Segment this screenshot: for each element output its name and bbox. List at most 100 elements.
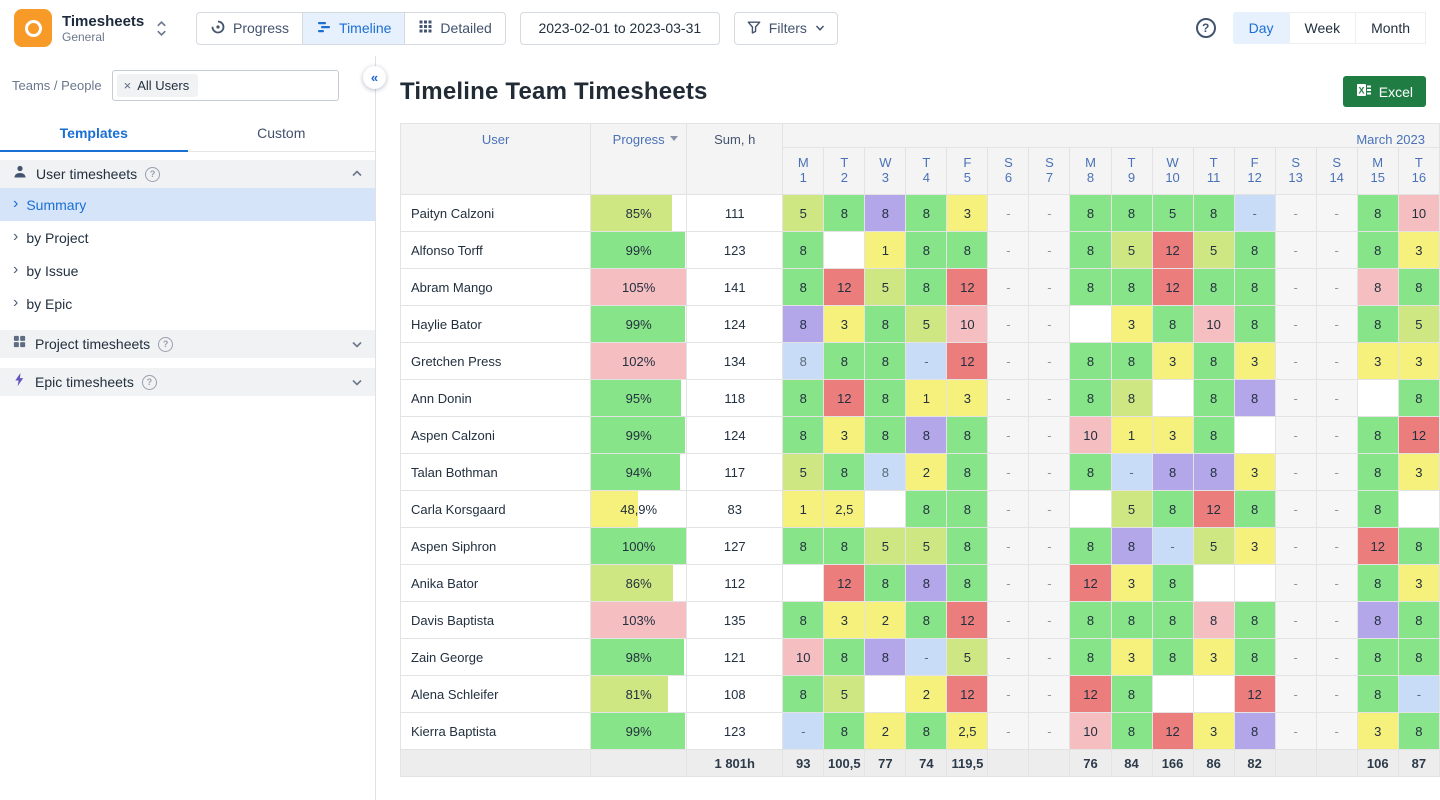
filters-button[interactable]: Filters: [733, 11, 838, 45]
date-range-input[interactable]: 2023-02-01 to 2023-03-31: [519, 11, 720, 45]
day-cell[interactable]: [864, 490, 907, 528]
day-cell[interactable]: 8: [946, 231, 989, 269]
period-month-button[interactable]: Month: [1355, 12, 1426, 44]
sidebar-item-by-issue[interactable]: by Issue: [0, 254, 375, 287]
day-cell[interactable]: -: [1028, 305, 1071, 343]
day-cell[interactable]: 8: [905, 490, 948, 528]
day-cell[interactable]: 10: [1397, 194, 1440, 232]
day-cell[interactable]: -: [1397, 675, 1440, 713]
day-cell[interactable]: -: [1028, 675, 1071, 713]
day-cell[interactable]: -: [1028, 268, 1071, 306]
day-cell[interactable]: -: [1274, 527, 1317, 565]
day-cell[interactable]: 12: [823, 268, 866, 306]
section-epic-timesheets[interactable]: Epic timesheets ?: [0, 368, 375, 396]
day-cell[interactable]: 8: [782, 305, 825, 343]
day-cell[interactable]: [1069, 490, 1112, 528]
day-cell[interactable]: 8: [1356, 638, 1399, 676]
day-cell[interactable]: 8: [905, 416, 948, 454]
day-cell[interactable]: -: [1274, 416, 1317, 454]
day-cell[interactable]: 10: [946, 305, 989, 343]
day-cell[interactable]: -: [1028, 601, 1071, 639]
day-cell[interactable]: -: [905, 342, 948, 380]
day-cell[interactable]: 12: [946, 675, 989, 713]
day-cell[interactable]: -: [905, 638, 948, 676]
day-cell[interactable]: -: [987, 601, 1030, 639]
day-cell[interactable]: 8: [1110, 601, 1153, 639]
day-cell[interactable]: 8: [823, 638, 866, 676]
detailed-view-button[interactable]: Detailed: [404, 11, 506, 45]
day-cell[interactable]: 8: [1397, 601, 1440, 639]
day-cell[interactable]: 8: [1110, 268, 1153, 306]
day-cell[interactable]: 3: [1356, 342, 1399, 380]
day-cell[interactable]: 12: [823, 379, 866, 417]
day-cell[interactable]: 8: [1397, 712, 1440, 750]
day-cell[interactable]: -: [987, 194, 1030, 232]
day-cell[interactable]: [1356, 379, 1399, 417]
day-cell[interactable]: 8: [782, 416, 825, 454]
day-cell[interactable]: -: [1233, 194, 1276, 232]
day-cell[interactable]: 8: [1397, 379, 1440, 417]
day-cell[interactable]: 8: [1397, 638, 1440, 676]
day-cell[interactable]: 10: [1069, 712, 1112, 750]
day-cell[interactable]: 5: [1192, 527, 1235, 565]
day-cell[interactable]: -: [987, 342, 1030, 380]
help-icon[interactable]: ?: [1195, 18, 1216, 38]
day-cell[interactable]: 8: [1233, 712, 1276, 750]
day-cell[interactable]: 5: [1151, 194, 1194, 232]
day-cell[interactable]: -: [1274, 712, 1317, 750]
day-cell[interactable]: 8: [1192, 268, 1235, 306]
day-cell[interactable]: 12: [1151, 231, 1194, 269]
day-cell[interactable]: 8: [1069, 601, 1112, 639]
day-cell[interactable]: 8: [1233, 490, 1276, 528]
day-cell[interactable]: -: [1028, 416, 1071, 454]
day-cell[interactable]: -: [1274, 564, 1317, 602]
day-cell[interactable]: -: [1315, 564, 1358, 602]
day-cell[interactable]: 8: [823, 194, 866, 232]
day-cell[interactable]: 8: [823, 527, 866, 565]
day-cell[interactable]: 8: [1069, 268, 1112, 306]
day-cell[interactable]: 8: [864, 194, 907, 232]
day-cell[interactable]: -: [1028, 638, 1071, 676]
day-cell[interactable]: 8: [1110, 342, 1153, 380]
day-cell[interactable]: 8: [782, 527, 825, 565]
day-cell[interactable]: -: [1028, 342, 1071, 380]
day-cell[interactable]: 8: [1233, 268, 1276, 306]
day-cell[interactable]: 3: [1356, 712, 1399, 750]
day-cell[interactable]: 3: [823, 305, 866, 343]
day-cell[interactable]: 8: [1397, 268, 1440, 306]
day-cell[interactable]: 8: [1356, 601, 1399, 639]
day-cell[interactable]: 8: [864, 305, 907, 343]
day-cell[interactable]: 12: [1069, 675, 1112, 713]
day-cell[interactable]: -: [1110, 453, 1153, 491]
day-cell[interactable]: 3: [1233, 527, 1276, 565]
day-cell[interactable]: 8: [1356, 231, 1399, 269]
day-cell[interactable]: 1: [782, 490, 825, 528]
day-cell[interactable]: -: [1315, 490, 1358, 528]
day-cell[interactable]: 5: [905, 527, 948, 565]
day-cell[interactable]: 8: [1110, 527, 1153, 565]
period-week-button[interactable]: Week: [1288, 12, 1357, 44]
day-cell[interactable]: -: [987, 564, 1030, 602]
day-cell[interactable]: 8: [946, 416, 989, 454]
day-cell[interactable]: 8: [1069, 194, 1112, 232]
day-cell[interactable]: -: [1274, 675, 1317, 713]
day-cell[interactable]: -: [1315, 527, 1358, 565]
progress-filter-icon[interactable]: [670, 136, 679, 141]
day-cell[interactable]: 8: [1356, 675, 1399, 713]
day-cell[interactable]: 3: [1192, 712, 1235, 750]
sidebar-item-by-project[interactable]: by Project: [0, 221, 375, 254]
day-cell[interactable]: -: [1315, 712, 1358, 750]
day-cell[interactable]: 12: [1397, 416, 1440, 454]
day-cell[interactable]: 3: [1192, 638, 1235, 676]
sidebar-collapse-button[interactable]: «: [363, 66, 386, 89]
day-cell[interactable]: 5: [864, 527, 907, 565]
day-cell[interactable]: 8: [1192, 453, 1235, 491]
day-cell[interactable]: 5: [782, 194, 825, 232]
day-cell[interactable]: 2: [864, 712, 907, 750]
day-cell[interactable]: -: [987, 527, 1030, 565]
day-cell[interactable]: 2,5: [946, 712, 989, 750]
day-cell[interactable]: [864, 675, 907, 713]
day-cell[interactable]: -: [987, 416, 1030, 454]
day-cell[interactable]: 3: [1233, 342, 1276, 380]
day-cell[interactable]: 8: [864, 379, 907, 417]
